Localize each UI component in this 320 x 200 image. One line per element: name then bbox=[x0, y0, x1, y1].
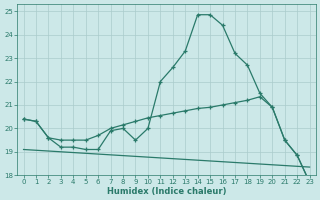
X-axis label: Humidex (Indice chaleur): Humidex (Indice chaleur) bbox=[107, 187, 226, 196]
